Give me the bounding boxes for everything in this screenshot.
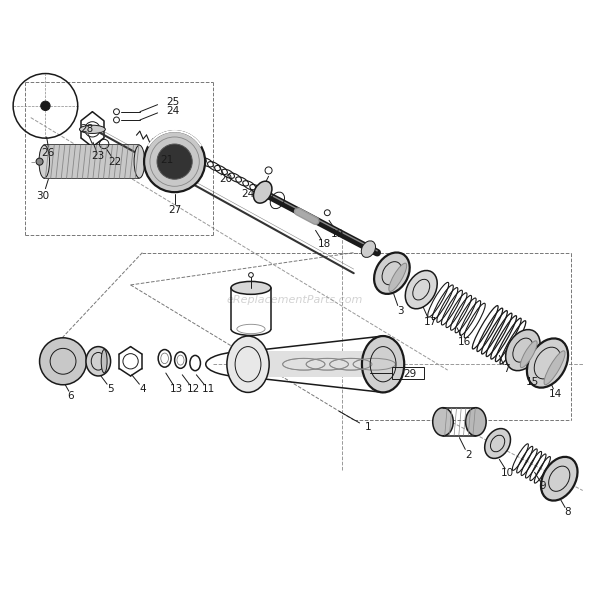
Circle shape <box>40 338 87 385</box>
Text: 8: 8 <box>565 507 571 517</box>
Circle shape <box>36 158 43 165</box>
Ellipse shape <box>227 336 269 392</box>
Text: 30: 30 <box>36 191 49 200</box>
Text: 24: 24 <box>241 189 255 199</box>
Text: 5: 5 <box>107 384 114 394</box>
Text: 20: 20 <box>219 174 232 184</box>
Ellipse shape <box>231 282 271 295</box>
Circle shape <box>41 101 50 111</box>
Ellipse shape <box>101 349 107 373</box>
Text: 26: 26 <box>42 148 55 158</box>
Text: 24: 24 <box>166 106 179 115</box>
Text: 22: 22 <box>108 156 122 167</box>
Circle shape <box>144 131 205 192</box>
Text: 12: 12 <box>187 384 200 394</box>
Circle shape <box>157 144 192 179</box>
Ellipse shape <box>466 408 486 436</box>
Ellipse shape <box>86 346 110 376</box>
Text: 19: 19 <box>330 229 344 239</box>
Ellipse shape <box>506 329 540 371</box>
Ellipse shape <box>520 341 537 368</box>
Text: 13: 13 <box>170 384 183 394</box>
Ellipse shape <box>485 428 510 458</box>
Text: 6: 6 <box>67 391 74 401</box>
Ellipse shape <box>432 408 453 436</box>
Ellipse shape <box>39 145 50 178</box>
Ellipse shape <box>389 263 407 291</box>
Text: 10: 10 <box>501 469 514 478</box>
Text: 25: 25 <box>166 97 179 108</box>
Text: 9: 9 <box>539 481 546 491</box>
Bar <box>248 351 383 377</box>
Ellipse shape <box>541 457 578 500</box>
Text: 23: 23 <box>91 152 104 161</box>
Text: 29: 29 <box>403 369 416 379</box>
Text: 3: 3 <box>398 306 404 316</box>
Ellipse shape <box>405 271 437 309</box>
Text: 4: 4 <box>139 384 146 394</box>
Text: 11: 11 <box>201 384 215 394</box>
Text: 14: 14 <box>549 389 562 398</box>
Ellipse shape <box>80 125 106 133</box>
Text: 28: 28 <box>80 124 93 134</box>
Text: 15: 15 <box>526 377 539 387</box>
Bar <box>44 145 139 178</box>
Text: 18: 18 <box>318 240 331 249</box>
Bar <box>392 367 424 379</box>
Text: 16: 16 <box>457 337 471 347</box>
Text: 17: 17 <box>424 317 437 327</box>
Ellipse shape <box>134 145 145 178</box>
Text: 7: 7 <box>503 364 510 374</box>
Ellipse shape <box>361 241 375 257</box>
Ellipse shape <box>362 336 404 392</box>
Text: eReplacementParts.com: eReplacementParts.com <box>227 295 363 305</box>
Ellipse shape <box>254 181 272 203</box>
Ellipse shape <box>527 338 568 387</box>
Ellipse shape <box>544 351 565 385</box>
Ellipse shape <box>374 252 409 294</box>
Text: 21: 21 <box>160 155 173 166</box>
Text: 1: 1 <box>365 422 372 432</box>
Text: 27: 27 <box>168 205 181 215</box>
Text: 2: 2 <box>465 450 471 460</box>
